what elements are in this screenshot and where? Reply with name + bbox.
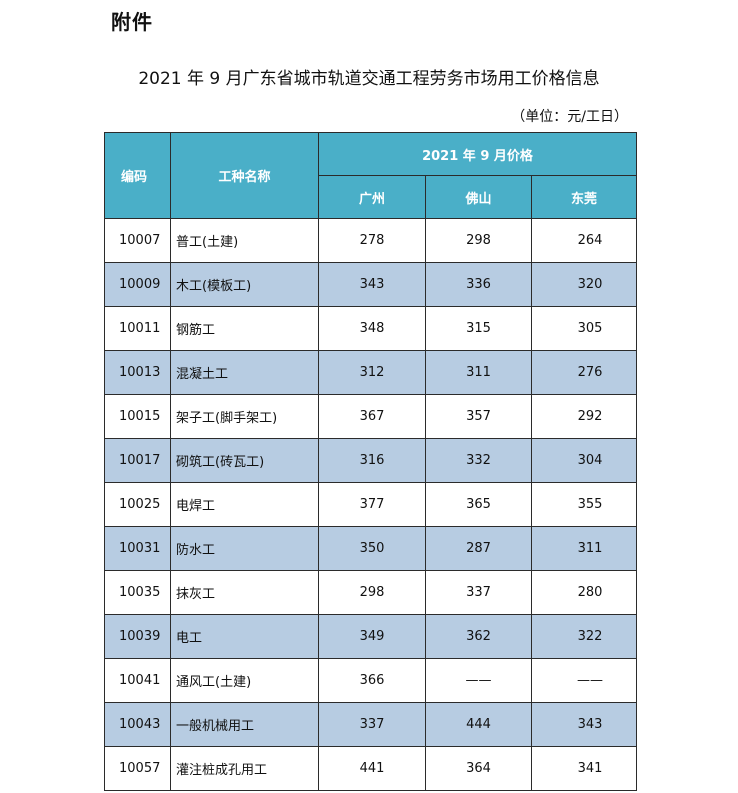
table-row: 10015 架子工(脚手架工) 367 357 292: [104, 394, 637, 439]
cell-code: 10011: [104, 306, 171, 351]
cell-price-foshan: 365: [425, 482, 532, 527]
table-subheader-row: 广州 佛山 东莞: [105, 175, 637, 219]
cell-price-foshan: 287: [425, 526, 532, 571]
cell-price-dongguan: 320: [531, 262, 637, 307]
cell-price-foshan: 315: [425, 306, 532, 351]
cell-code: 10031: [104, 526, 171, 571]
cell-price-guangzhou: 350: [318, 526, 426, 571]
cell-price-guangzhou: 298: [318, 570, 426, 615]
cell-price-foshan: 444: [425, 702, 532, 747]
cell-job-name: 架子工(脚手架工): [170, 394, 319, 439]
table-row: 10009 木工(模板工) 343 336 320: [104, 262, 637, 307]
cell-price-guangzhou: 316: [318, 438, 426, 483]
header-city-foshan: 佛山: [425, 175, 532, 219]
cell-price-foshan: 337: [425, 570, 532, 615]
cell-price-guangzhou: 343: [318, 262, 426, 307]
cell-code: 10009: [104, 262, 171, 307]
header-city-guangzhou: 广州: [318, 175, 426, 219]
table-row: 10007 普工(土建) 278 298 264: [104, 218, 637, 263]
cell-job-name: 一般机械用工: [170, 702, 319, 747]
cell-price-dongguan: 322: [531, 614, 637, 659]
cell-code: 10025: [104, 482, 171, 527]
table-row: 10011 钢筋工 348 315 305: [104, 306, 637, 351]
cell-price-foshan: 332: [425, 438, 532, 483]
cell-price-dongguan: 311: [531, 526, 637, 571]
table-row: 10041 通风工(土建) 366 —— ——: [104, 658, 637, 703]
table-row: 10017 砌筑工(砖瓦工) 316 332 304: [104, 438, 637, 483]
cell-code: 10041: [104, 658, 171, 703]
cell-job-name: 灌注桩成孔用工: [170, 746, 319, 791]
labor-price-table: 编码 工种名称 2021 年 9 月价格 广州 佛山 东莞 10007 普工(土建…: [104, 132, 637, 791]
cell-price-dongguan: 292: [531, 394, 637, 439]
table-row: 10031 防水工 350 287 311: [104, 526, 637, 571]
cell-code: 10007: [104, 218, 171, 263]
document-title: 2021 年 9 月广东省城市轨道交通工程劳务市场用工价格信息: [138, 69, 600, 89]
cell-price-dongguan: ——: [531, 658, 637, 703]
cell-job-name: 电焊工: [170, 482, 319, 527]
cell-job-name: 通风工(土建): [170, 658, 319, 703]
cell-price-dongguan: 355: [531, 482, 637, 527]
cell-code: 10013: [104, 350, 171, 395]
cell-code: 10035: [104, 570, 171, 615]
cell-price-foshan: 336: [425, 262, 532, 307]
cell-price-dongguan: 280: [531, 570, 637, 615]
cell-price-guangzhou: 278: [318, 218, 426, 263]
cell-job-name: 电工: [170, 614, 319, 659]
cell-price-foshan: 362: [425, 614, 532, 659]
cell-price-foshan: 311: [425, 350, 532, 395]
cell-code: 10057: [104, 746, 171, 791]
unit-note: （单位：元/工日）: [511, 109, 628, 125]
header-code: 编码: [104, 132, 171, 219]
table-row: 10035 抹灰工 298 337 280: [104, 570, 637, 615]
cell-job-name: 木工(模板工): [170, 262, 319, 307]
cell-price-foshan: 357: [425, 394, 532, 439]
attachment-label: 附件: [111, 10, 153, 34]
cell-price-dongguan: 341: [531, 746, 637, 791]
cell-price-foshan: 298: [425, 218, 532, 263]
table-row: 10043 一般机械用工 337 444 343: [104, 702, 637, 747]
cell-price-dongguan: 276: [531, 350, 637, 395]
table-row: 10025 电焊工 377 365 355: [104, 482, 637, 527]
cell-price-dongguan: 305: [531, 306, 637, 351]
cell-job-name: 防水工: [170, 526, 319, 571]
cell-price-guangzhou: 348: [318, 306, 426, 351]
table-row: 10013 混凝土工 312 311 276: [104, 350, 637, 395]
cell-job-name: 砌筑工(砖瓦工): [170, 438, 319, 483]
cell-price-guangzhou: 377: [318, 482, 426, 527]
cell-price-foshan: ——: [425, 658, 532, 703]
cell-price-dongguan: 264: [531, 218, 637, 263]
cell-price-guangzhou: 367: [318, 394, 426, 439]
cell-price-dongguan: 304: [531, 438, 637, 483]
cell-code: 10017: [104, 438, 171, 483]
cell-job-name: 混凝土工: [170, 350, 319, 395]
cell-job-name: 抹灰工: [170, 570, 319, 615]
cell-price-guangzhou: 337: [318, 702, 426, 747]
table-header-row: 编码 工种名称 2021 年 9 月价格: [104, 132, 637, 219]
header-city-dongguan: 东莞: [531, 175, 637, 219]
table-row: 10057 灌注桩成孔用工 441 364 341: [104, 746, 637, 791]
cell-job-name: 钢筋工: [170, 306, 319, 351]
table-row: 10039 电工 349 362 322: [104, 614, 637, 659]
cell-price-guangzhou: 349: [318, 614, 426, 659]
cell-code: 10043: [104, 702, 171, 747]
header-name: 工种名称: [170, 132, 319, 219]
cell-price-foshan: 364: [425, 746, 532, 791]
cell-price-dongguan: 343: [531, 702, 637, 747]
cell-price-guangzhou: 312: [318, 350, 426, 395]
cell-price-guangzhou: 441: [318, 746, 426, 791]
cell-code: 10039: [104, 614, 171, 659]
cell-code: 10015: [104, 394, 171, 439]
header-price-group: 2021 年 9 月价格: [318, 132, 637, 176]
cell-job-name: 普工(土建): [170, 218, 319, 263]
cell-price-guangzhou: 366: [318, 658, 426, 703]
